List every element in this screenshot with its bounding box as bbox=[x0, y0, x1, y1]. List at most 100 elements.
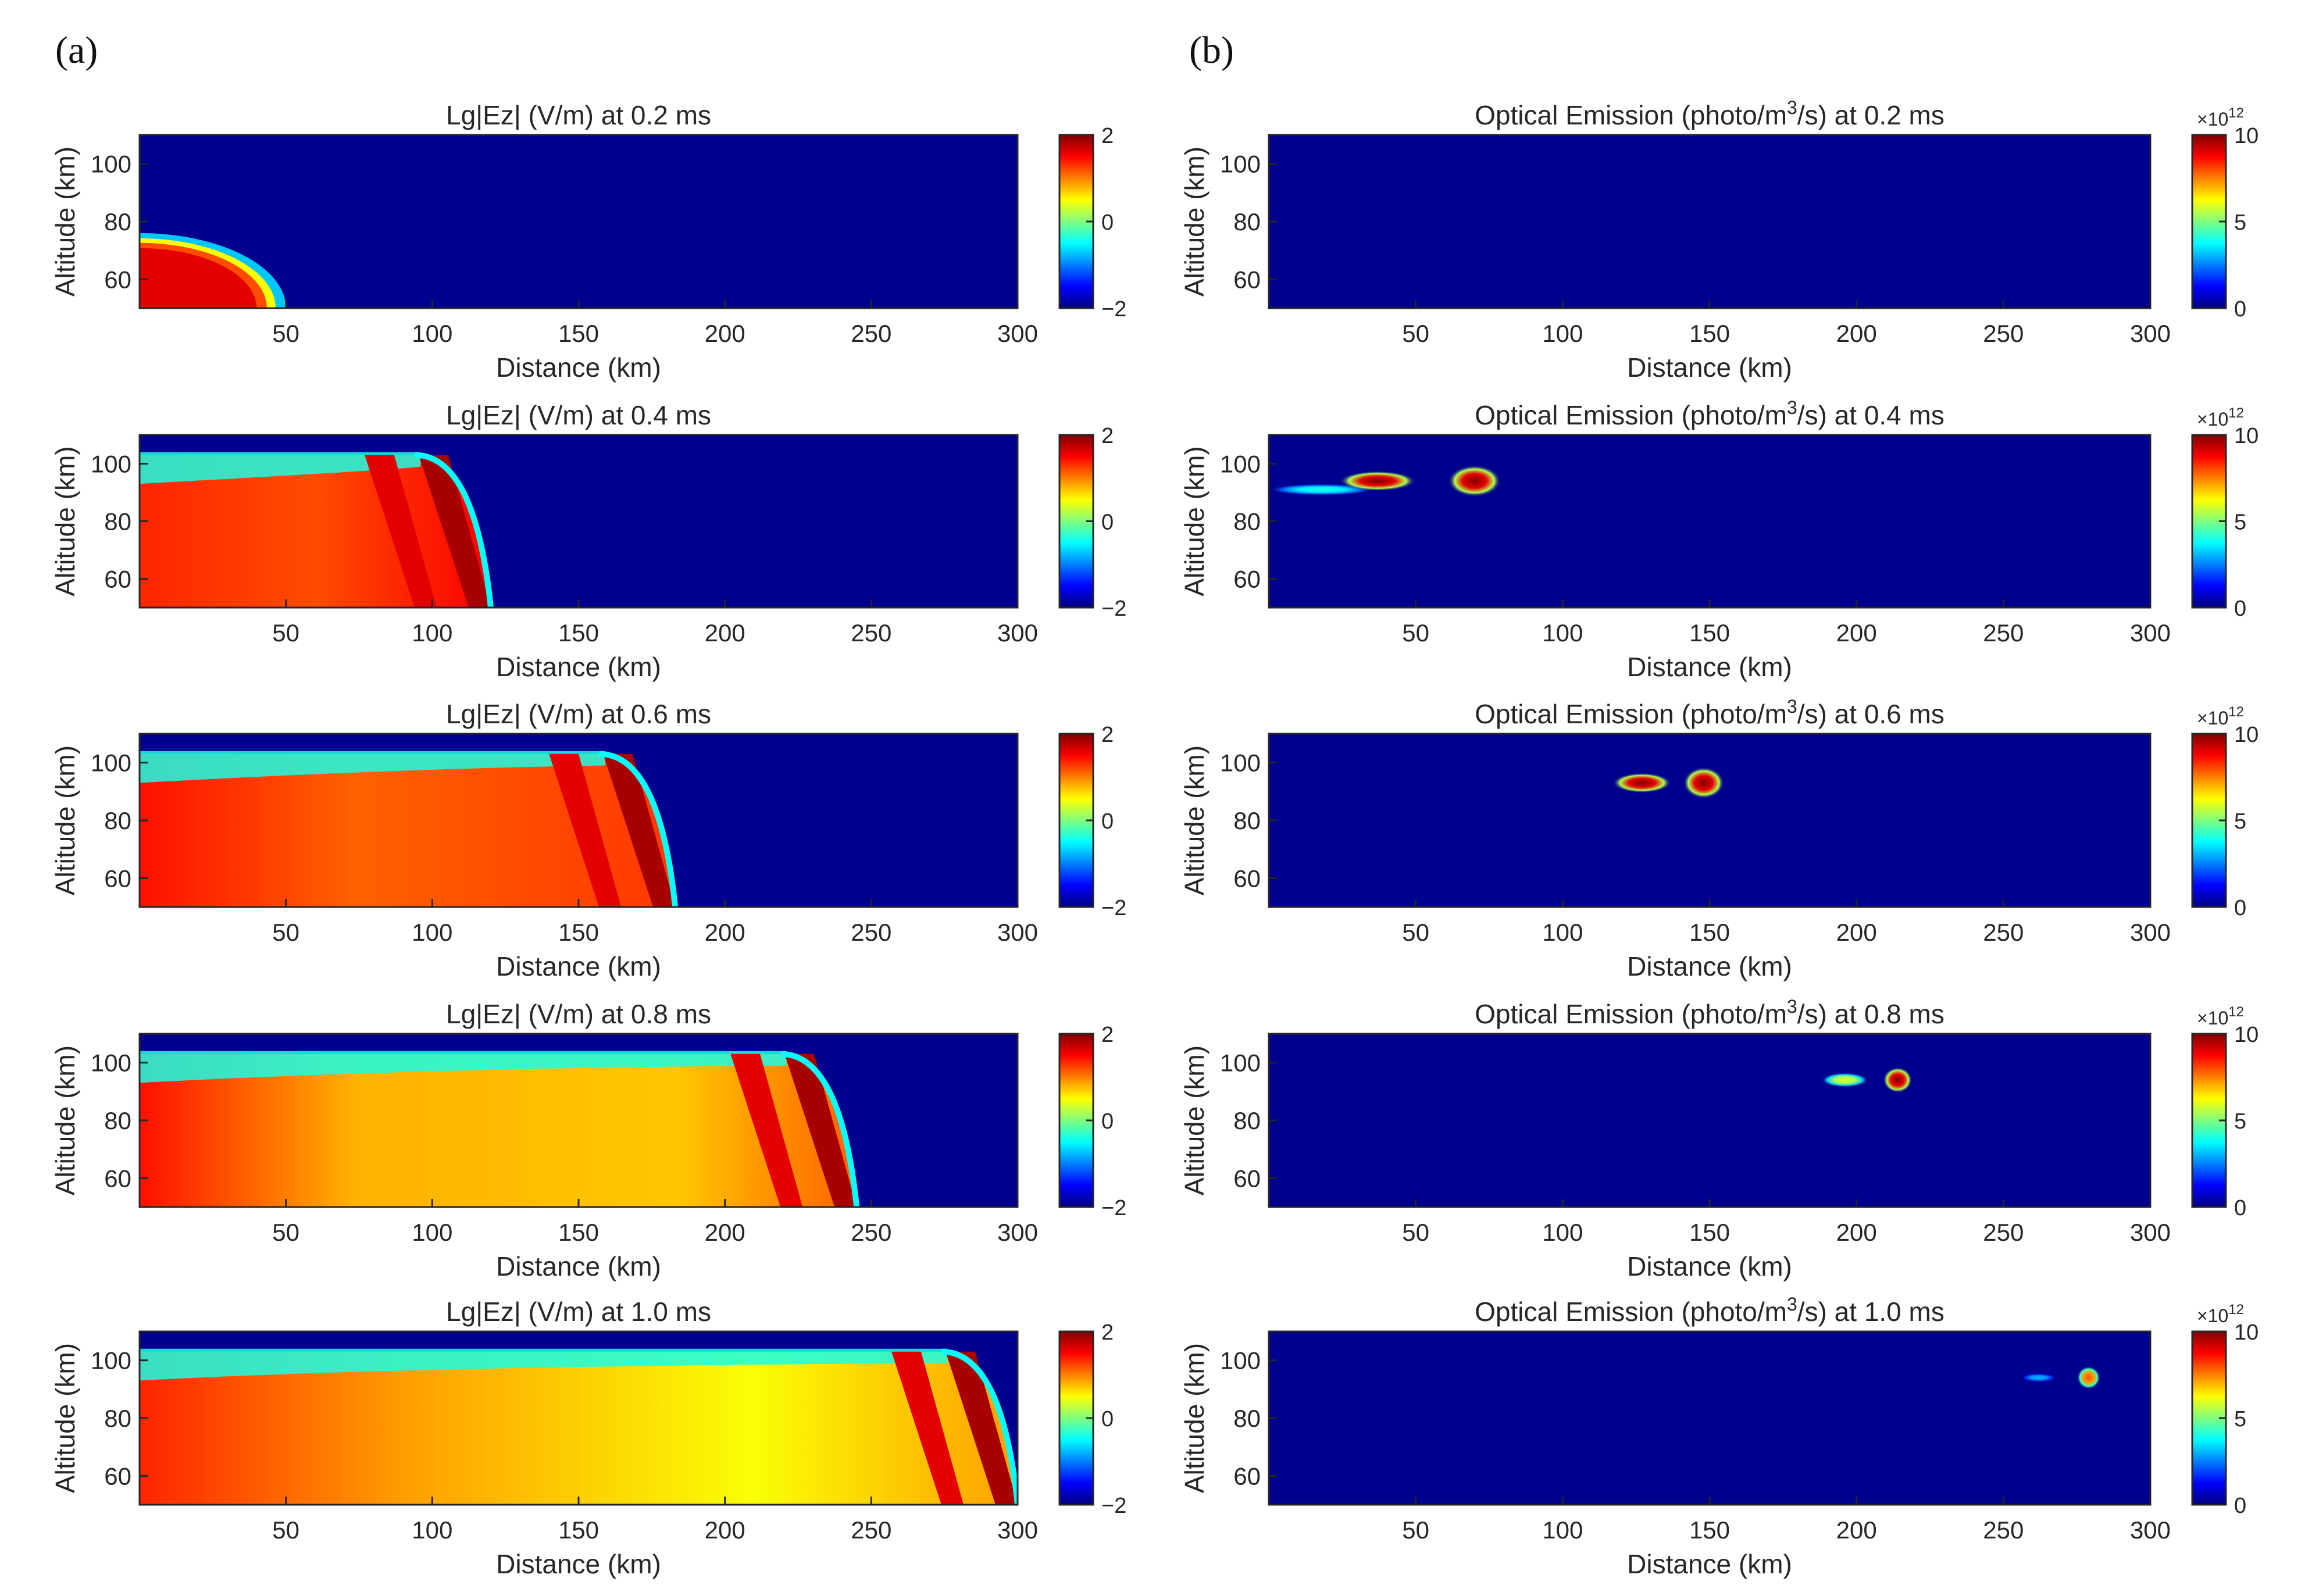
x-tick-label: 200 bbox=[705, 619, 745, 647]
x-tick-label: 50 bbox=[272, 320, 299, 347]
chart-title: Optical Emission (photo/m3/s) at 0.8 ms bbox=[1475, 996, 1944, 1029]
x-tick-label: 100 bbox=[1542, 919, 1583, 946]
plot-background bbox=[1269, 135, 2150, 308]
multiplier-exponent: 12 bbox=[2228, 1004, 2244, 1020]
x-axis-label: Distance (km) bbox=[1627, 1251, 1792, 1281]
panel-a-1: 50 100 150 200 250 300 60 80 100 Distance (km) Alt… bbox=[50, 100, 1126, 383]
heatmap-content bbox=[1821, 1067, 1913, 1093]
x-tick-label: 300 bbox=[2130, 1516, 2171, 1544]
multiplier-exponent: 12 bbox=[2228, 405, 2244, 421]
y-tick-label: 60 bbox=[104, 865, 131, 892]
waveguide-field bbox=[140, 1351, 1018, 1505]
colorbar-tick-label: 10 bbox=[2234, 124, 2259, 148]
y-tick-label: 60 bbox=[1233, 566, 1261, 593]
wavefront-band bbox=[549, 754, 622, 907]
colorbar-tick-label: 0 bbox=[1101, 210, 1114, 235]
x-tick-label: 300 bbox=[2130, 1219, 2171, 1246]
colorbar-tick-label: 10 bbox=[2234, 1023, 2259, 1047]
colorbar-multiplier: ×1012 bbox=[2197, 1004, 2244, 1029]
multiplier-exponent: 12 bbox=[2228, 704, 2244, 720]
heatmap-content bbox=[140, 1051, 860, 1207]
colorbar-tick-label: 0 bbox=[2234, 1196, 2246, 1220]
heatmap-content bbox=[2021, 1366, 2101, 1390]
wavefront-band bbox=[946, 1351, 1018, 1505]
x-tick-label: 100 bbox=[412, 320, 452, 347]
y-tick-label: 80 bbox=[104, 807, 131, 834]
x-tick-label: 100 bbox=[412, 619, 452, 647]
wavefront-band bbox=[603, 754, 676, 907]
colorbar-tick-label: 0 bbox=[2234, 1494, 2246, 1518]
colorbar-tick-label: −2 bbox=[1101, 1196, 1126, 1220]
x-axis-label: Distance (km) bbox=[1627, 352, 1792, 383]
x-tick-label: 300 bbox=[997, 619, 1038, 647]
x-tick-label: 200 bbox=[705, 1219, 745, 1246]
colorbar-tick-label: 10 bbox=[2234, 1320, 2259, 1345]
chart-title: Lg|Ez| (V/m) at 0.2 ms bbox=[446, 100, 711, 130]
x-axis-label: Distance (km) bbox=[496, 951, 661, 981]
x-tick-label: 200 bbox=[1836, 1219, 1877, 1246]
colorbar-tick-label: 0 bbox=[1101, 1407, 1114, 1431]
title-superscript: 3 bbox=[1787, 696, 1797, 717]
ionosphere-band bbox=[140, 1348, 948, 1381]
panel-a-2: 50 100 150 200 250 300 60 80 100 Distance (km) Alt… bbox=[50, 400, 1126, 682]
title-text: /s) at 1.0 ms bbox=[1797, 1297, 1944, 1327]
x-tick-label: 300 bbox=[997, 1219, 1038, 1246]
title-superscript: 3 bbox=[1787, 996, 1797, 1017]
x-axis-label: Distance (km) bbox=[496, 652, 661, 682]
y-tick-label: 60 bbox=[104, 266, 131, 293]
panel-label-a: (a) bbox=[55, 29, 98, 72]
plot-background bbox=[1269, 1034, 2150, 1207]
x-tick-label: 250 bbox=[851, 919, 891, 946]
title-text: Optical Emission (photo/m bbox=[1475, 699, 1787, 729]
plot-background bbox=[140, 135, 1018, 308]
x-tick-label: 250 bbox=[851, 1516, 891, 1544]
y-axis-label: Altitude (km) bbox=[1179, 147, 1209, 297]
panel-a-3: 50 100 150 200 250 300 60 80 100 Distance (km) Alt… bbox=[50, 699, 1126, 981]
x-tick-label: 250 bbox=[851, 1219, 891, 1246]
heatmap-content bbox=[140, 1348, 1018, 1505]
y-tick-label: 80 bbox=[1233, 508, 1261, 535]
panel-label-b: (b) bbox=[1189, 29, 1234, 72]
x-tick-label: 100 bbox=[1542, 619, 1583, 647]
x-tick-label: 200 bbox=[1836, 1516, 1877, 1544]
title-superscript: 3 bbox=[1787, 1294, 1797, 1315]
x-tick-label: 50 bbox=[272, 919, 299, 946]
plot-background bbox=[1269, 435, 2150, 608]
emission-blob bbox=[1821, 1073, 1868, 1087]
y-tick-label: 60 bbox=[1233, 266, 1261, 293]
y-tick-label: 80 bbox=[1233, 807, 1261, 834]
multiplier-base: ×10 bbox=[2197, 1008, 2228, 1029]
heatmap-content bbox=[140, 233, 286, 308]
colorbar-tick-label: −2 bbox=[1101, 1494, 1126, 1518]
ionosphere-band bbox=[140, 751, 605, 783]
x-tick-label: 50 bbox=[272, 619, 299, 647]
x-tick-label: 100 bbox=[1542, 1516, 1583, 1544]
heatmap-content bbox=[140, 751, 679, 907]
y-tick-label: 100 bbox=[1220, 151, 1261, 178]
chart-title: Optical Emission (photo/m3/s) at 0.4 ms bbox=[1475, 397, 1944, 430]
multiplier-exponent: 12 bbox=[2228, 105, 2244, 121]
y-tick-label: 60 bbox=[104, 1165, 131, 1192]
x-tick-label: 250 bbox=[1983, 1219, 2024, 1246]
y-tick-label: 100 bbox=[91, 151, 131, 178]
x-tick-label: 300 bbox=[2130, 320, 2171, 347]
x-tick-label: 250 bbox=[851, 619, 891, 647]
colorbar-tick-label: 5 bbox=[2234, 210, 2246, 235]
x-tick-label: 150 bbox=[1689, 320, 1730, 347]
y-tick-label: 100 bbox=[1220, 749, 1261, 777]
colorbar-tick-label: 2 bbox=[1101, 1023, 1114, 1047]
x-axis-label: Distance (km) bbox=[1627, 951, 1792, 981]
title-text: Optical Emission (photo/m bbox=[1475, 400, 1787, 430]
y-tick-label: 100 bbox=[1220, 1049, 1261, 1077]
colorbar-tick-label: 0 bbox=[1101, 809, 1114, 834]
x-tick-label: 250 bbox=[851, 320, 891, 347]
y-tick-label: 80 bbox=[104, 208, 131, 235]
emission-blob bbox=[2021, 1373, 2057, 1382]
x-axis-label: Distance (km) bbox=[496, 1549, 661, 1579]
x-tick-label: 50 bbox=[272, 1516, 299, 1544]
x-tick-label: 150 bbox=[558, 619, 599, 647]
